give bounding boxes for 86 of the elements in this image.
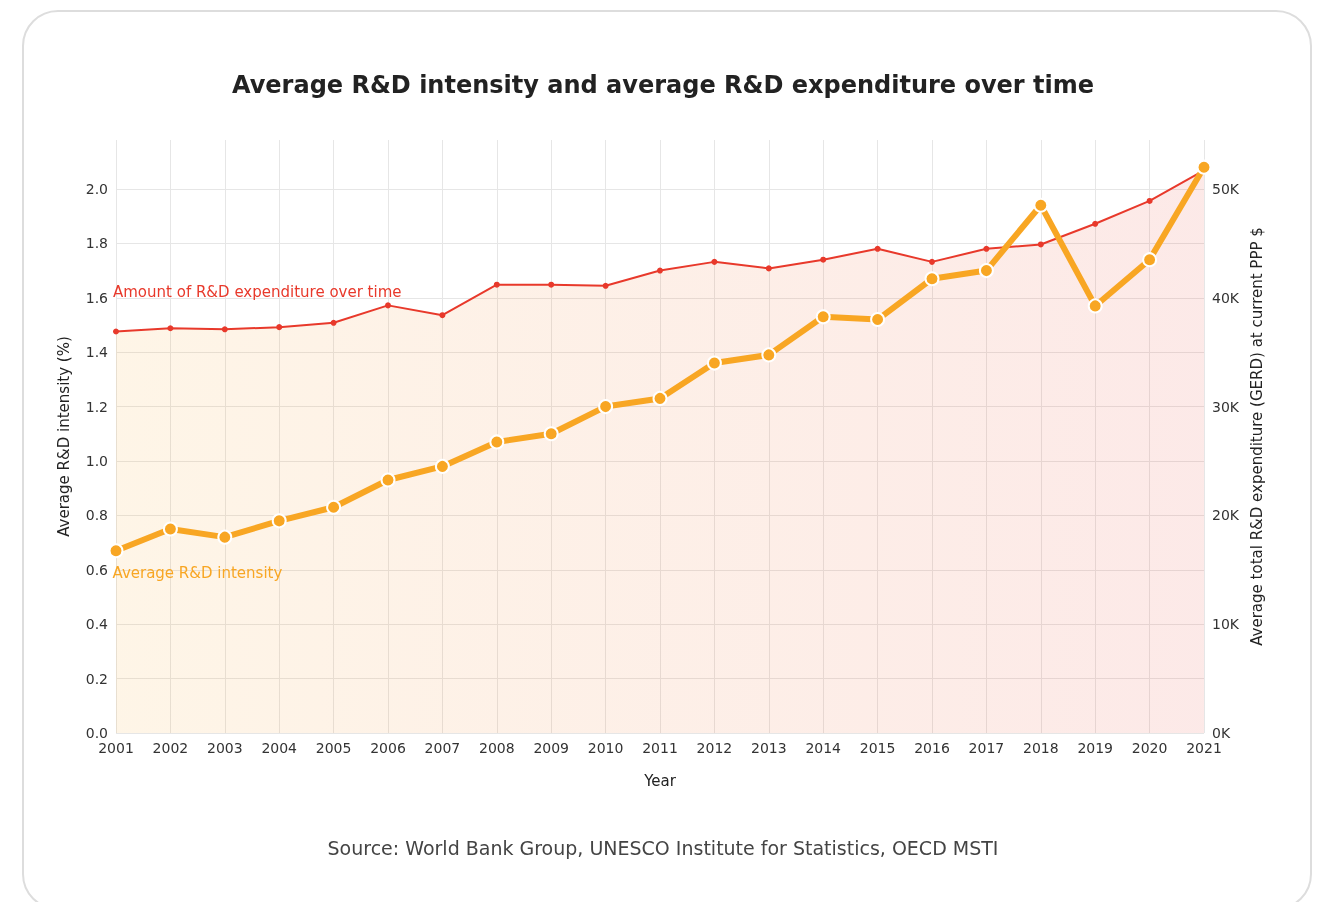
point <box>978 263 994 279</box>
y-tick-label: 0.6 <box>85 561 109 578</box>
point <box>276 324 283 331</box>
y-tick-label: 0.0 <box>85 725 108 741</box>
point <box>439 312 446 319</box>
y-tick-label: 1.6 <box>85 289 109 306</box>
y2-tick-label: 10K <box>1212 616 1240 633</box>
x-tick-label: 2019 <box>1077 740 1114 756</box>
y2-tick-label: 30K <box>1212 398 1240 415</box>
point <box>217 529 233 545</box>
x-tick-label: 2007 <box>424 740 461 756</box>
point <box>108 543 124 559</box>
x-tick-label: 2004 <box>261 740 298 756</box>
x-tick-label: 2011 <box>642 740 678 756</box>
x-tick-label: 2013 <box>750 740 787 756</box>
x-tick-label: 2021 <box>1186 740 1222 756</box>
point <box>929 258 935 265</box>
series-label: Amount of R&D expenditure over time <box>113 283 402 301</box>
point <box>1037 241 1044 248</box>
series-label: Average R&D intensity <box>112 563 283 582</box>
x-tick-label: 2009 <box>533 740 570 756</box>
y-tick-label: 0.4 <box>85 616 109 633</box>
point <box>330 319 337 326</box>
point <box>380 472 396 488</box>
y-tick-label: 0.8 <box>85 507 108 524</box>
point <box>548 281 555 288</box>
point <box>820 256 827 263</box>
point <box>221 326 228 333</box>
point <box>761 347 777 363</box>
x-tick-label: 2020 <box>1131 740 1168 756</box>
y-tick-label: 1.0 <box>85 452 108 469</box>
point <box>657 267 663 274</box>
point <box>489 434 505 450</box>
point <box>652 390 668 406</box>
y2-axis-title: Average total R&D expenditure (GERD) at current PPP $ <box>1248 227 1267 646</box>
chart-title: Average R&D intensity and average R&D expenditure over time <box>231 71 1095 99</box>
y-tick-label: 1.4 <box>85 344 109 361</box>
point <box>983 245 990 252</box>
point <box>924 271 940 287</box>
point <box>1033 197 1049 213</box>
point <box>162 521 178 537</box>
x-tick-label: 2015 <box>859 740 896 756</box>
x-tick-label: 2001 <box>98 740 134 756</box>
point <box>870 312 886 328</box>
x-tick-label: 2010 <box>587 740 624 756</box>
y2-tick-label: 20K <box>1212 507 1240 524</box>
x-tick-label: 2017 <box>968 740 1005 756</box>
point <box>326 499 342 515</box>
y2-tick-label: 40K <box>1212 289 1240 306</box>
x-axis-title: Year <box>643 771 677 790</box>
point <box>1087 298 1103 314</box>
source-note: Source: World Bank Group, UNESCO Institute for Statistics, OECD MSTI <box>327 836 999 859</box>
point <box>1142 252 1158 268</box>
x-tick-label: 2002 <box>152 740 189 756</box>
y-axis-title: Average R&D intensity (%) <box>54 336 73 537</box>
y2-tick-label: 0K <box>1212 725 1231 741</box>
point <box>1092 220 1099 227</box>
x-tick-label: 2008 <box>478 740 515 756</box>
x-tick-label: 2014 <box>805 740 842 756</box>
point <box>1146 197 1153 204</box>
x-tick-label: 2018 <box>1022 740 1059 756</box>
y2-tick-label: 50K <box>1212 180 1240 197</box>
point <box>271 513 287 529</box>
x-tick-label: 2016 <box>914 740 950 756</box>
y-tick-label: 2.0 <box>85 180 108 197</box>
point <box>711 258 718 265</box>
y-tick-label: 0.2 <box>85 670 108 687</box>
point <box>874 245 881 252</box>
point <box>434 458 450 474</box>
point <box>167 325 174 332</box>
x-tick-label: 2003 <box>206 740 243 756</box>
point <box>543 426 559 442</box>
point <box>493 281 500 288</box>
point <box>598 399 614 415</box>
point <box>385 302 391 309</box>
point <box>765 265 772 272</box>
point <box>602 282 609 289</box>
y-tick-label: 1.2 <box>85 398 108 415</box>
point <box>113 328 119 335</box>
y-tick-label: 1.8 <box>85 235 108 252</box>
point <box>706 355 722 371</box>
x-tick-label: 2005 <box>315 740 352 756</box>
point <box>1196 159 1212 175</box>
point <box>815 309 831 325</box>
x-tick-label: 2012 <box>696 740 733 756</box>
x-tick-label: 2006 <box>370 740 406 756</box>
